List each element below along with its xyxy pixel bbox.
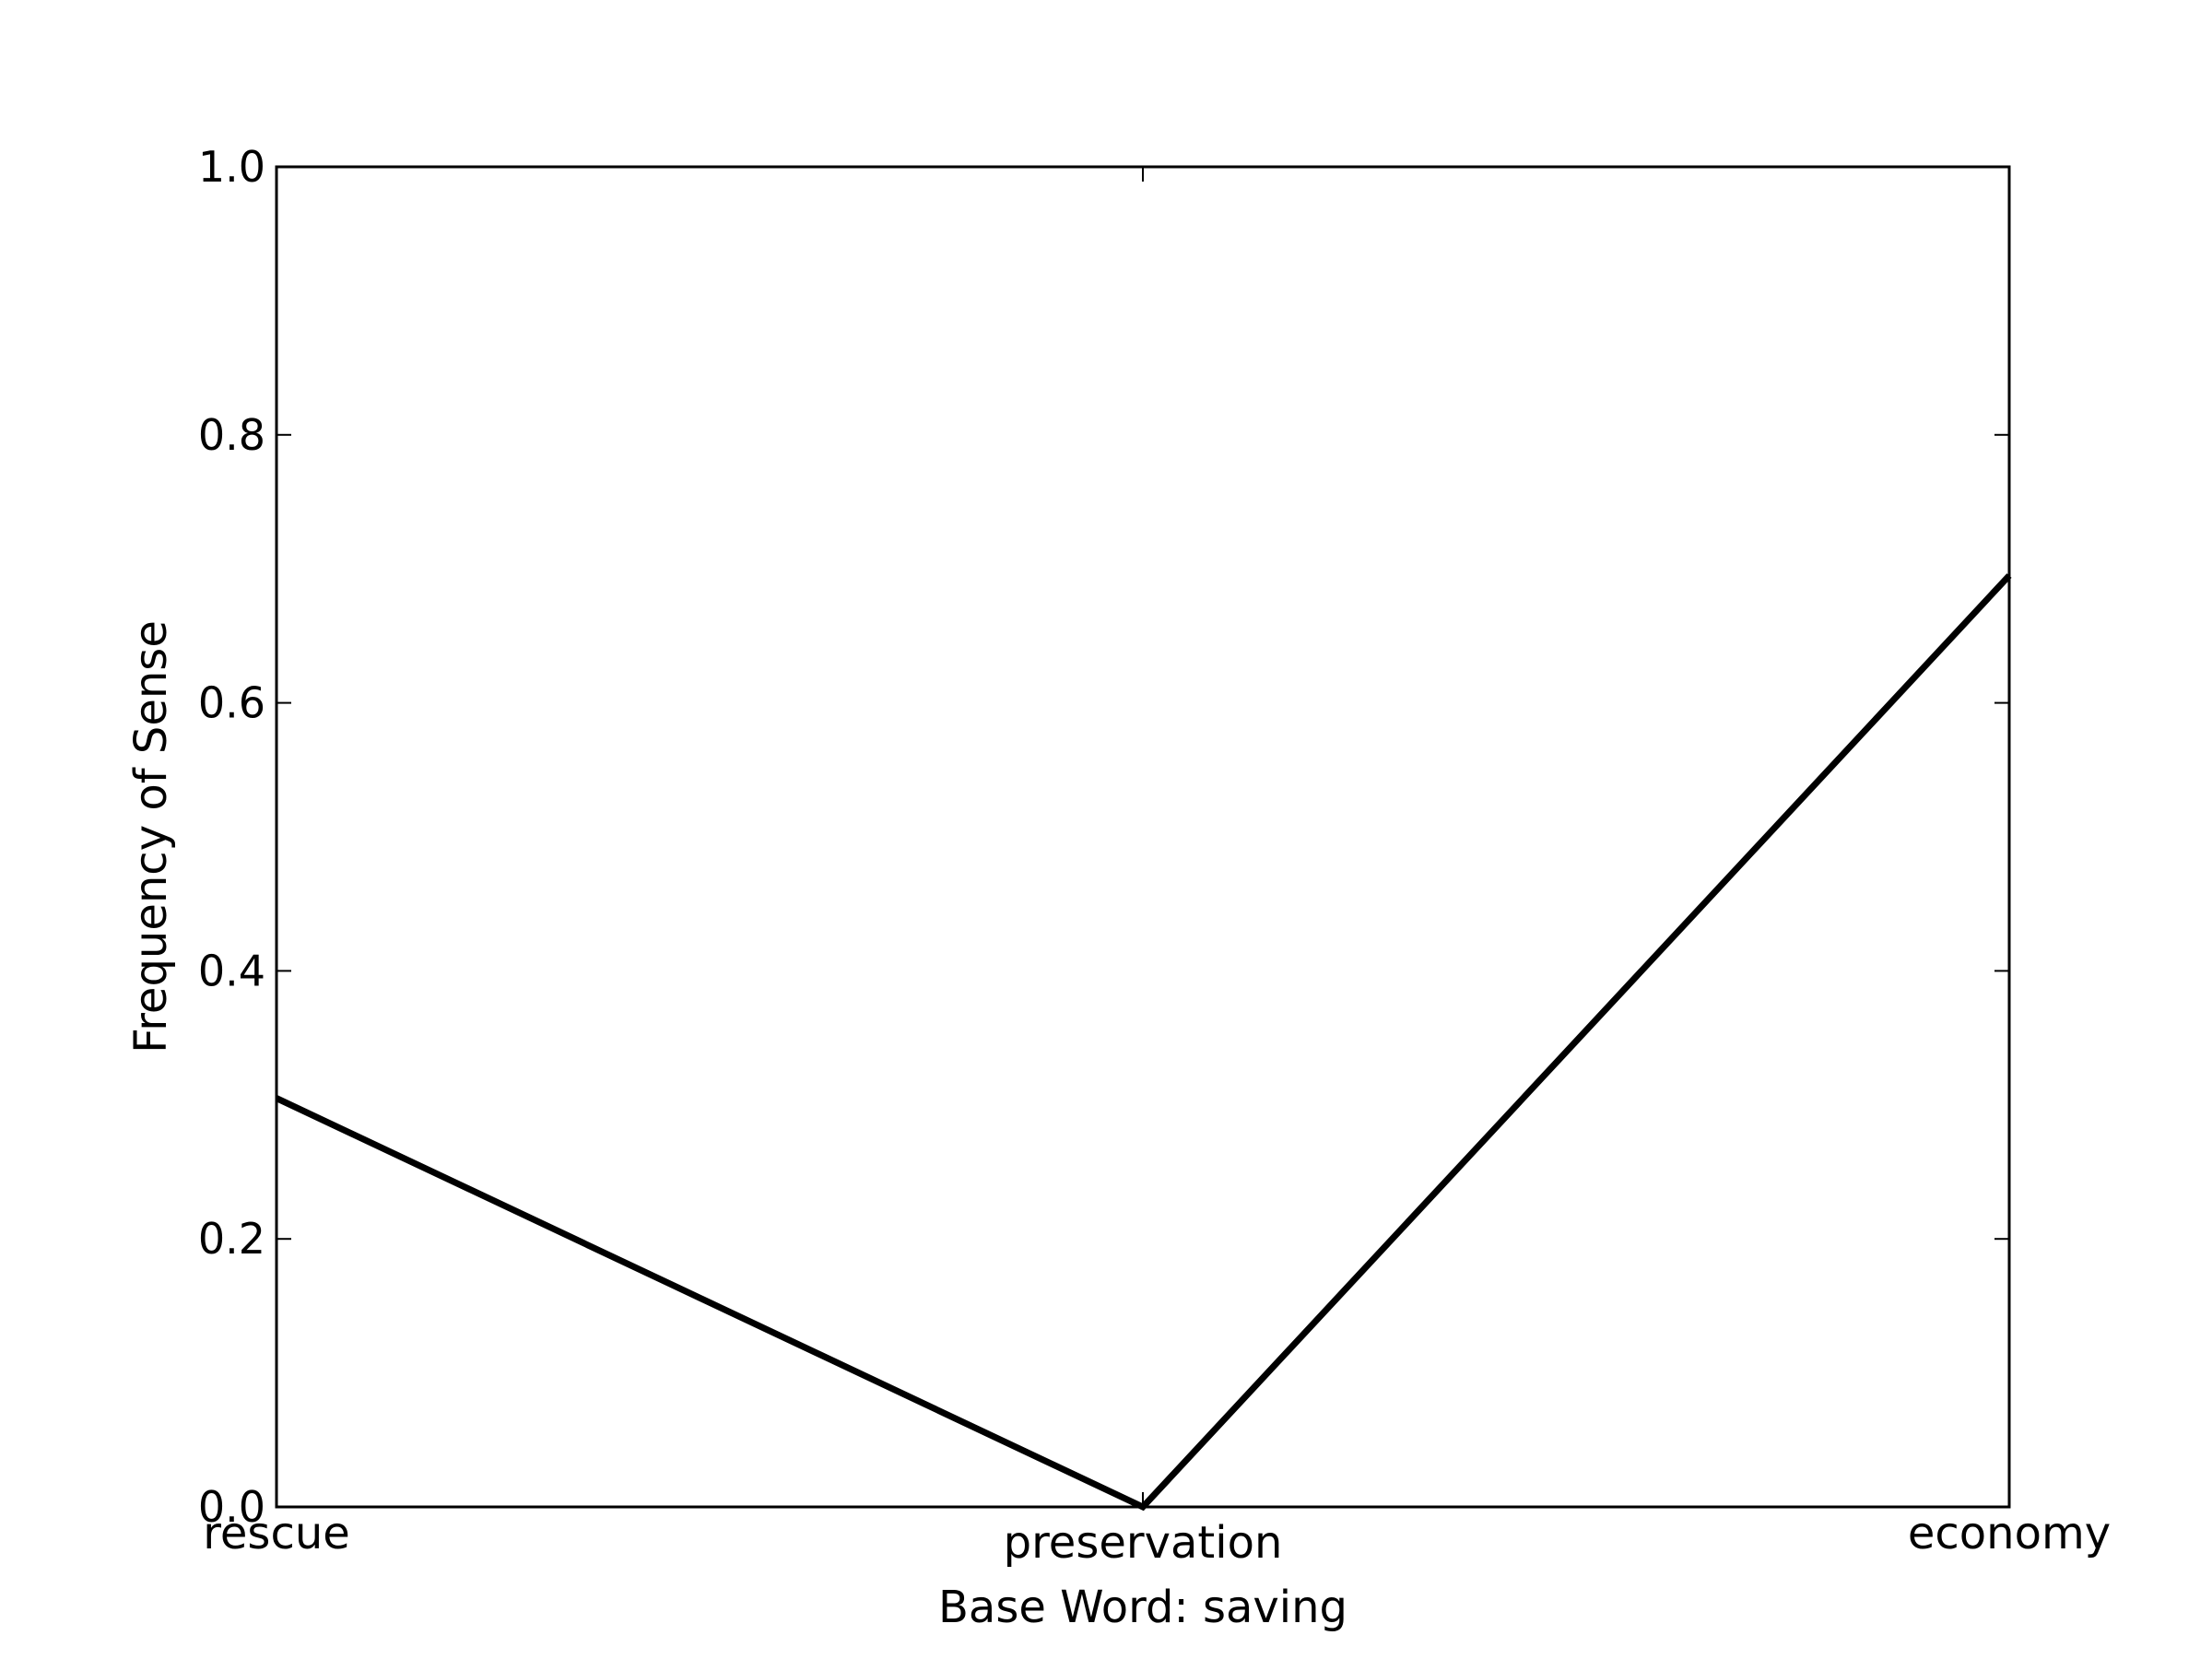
y-tick-label: 0.6 [198, 678, 265, 728]
x-tick-label: preservation [1004, 1517, 1283, 1569]
ticks-layer: 0.0 0.2 0.4 0.6 0.8 1.0 rescue preservation econ… [198, 142, 2111, 1569]
y-tick-label: 0.8 [198, 410, 265, 460]
x-tick-label: economy [1908, 1508, 2111, 1559]
y-tick-label: 0.2 [198, 1214, 265, 1264]
y-axis-label: Frequency of Sense [125, 620, 177, 1053]
x-tick-label: rescue [203, 1508, 350, 1559]
y-tick-label: 1.0 [198, 142, 265, 192]
y-tick-label: 0.0 [198, 1482, 265, 1532]
x-axis-label: Base Word: saving [938, 1582, 1347, 1633]
y-tick-label: 0.4 [198, 946, 265, 995]
